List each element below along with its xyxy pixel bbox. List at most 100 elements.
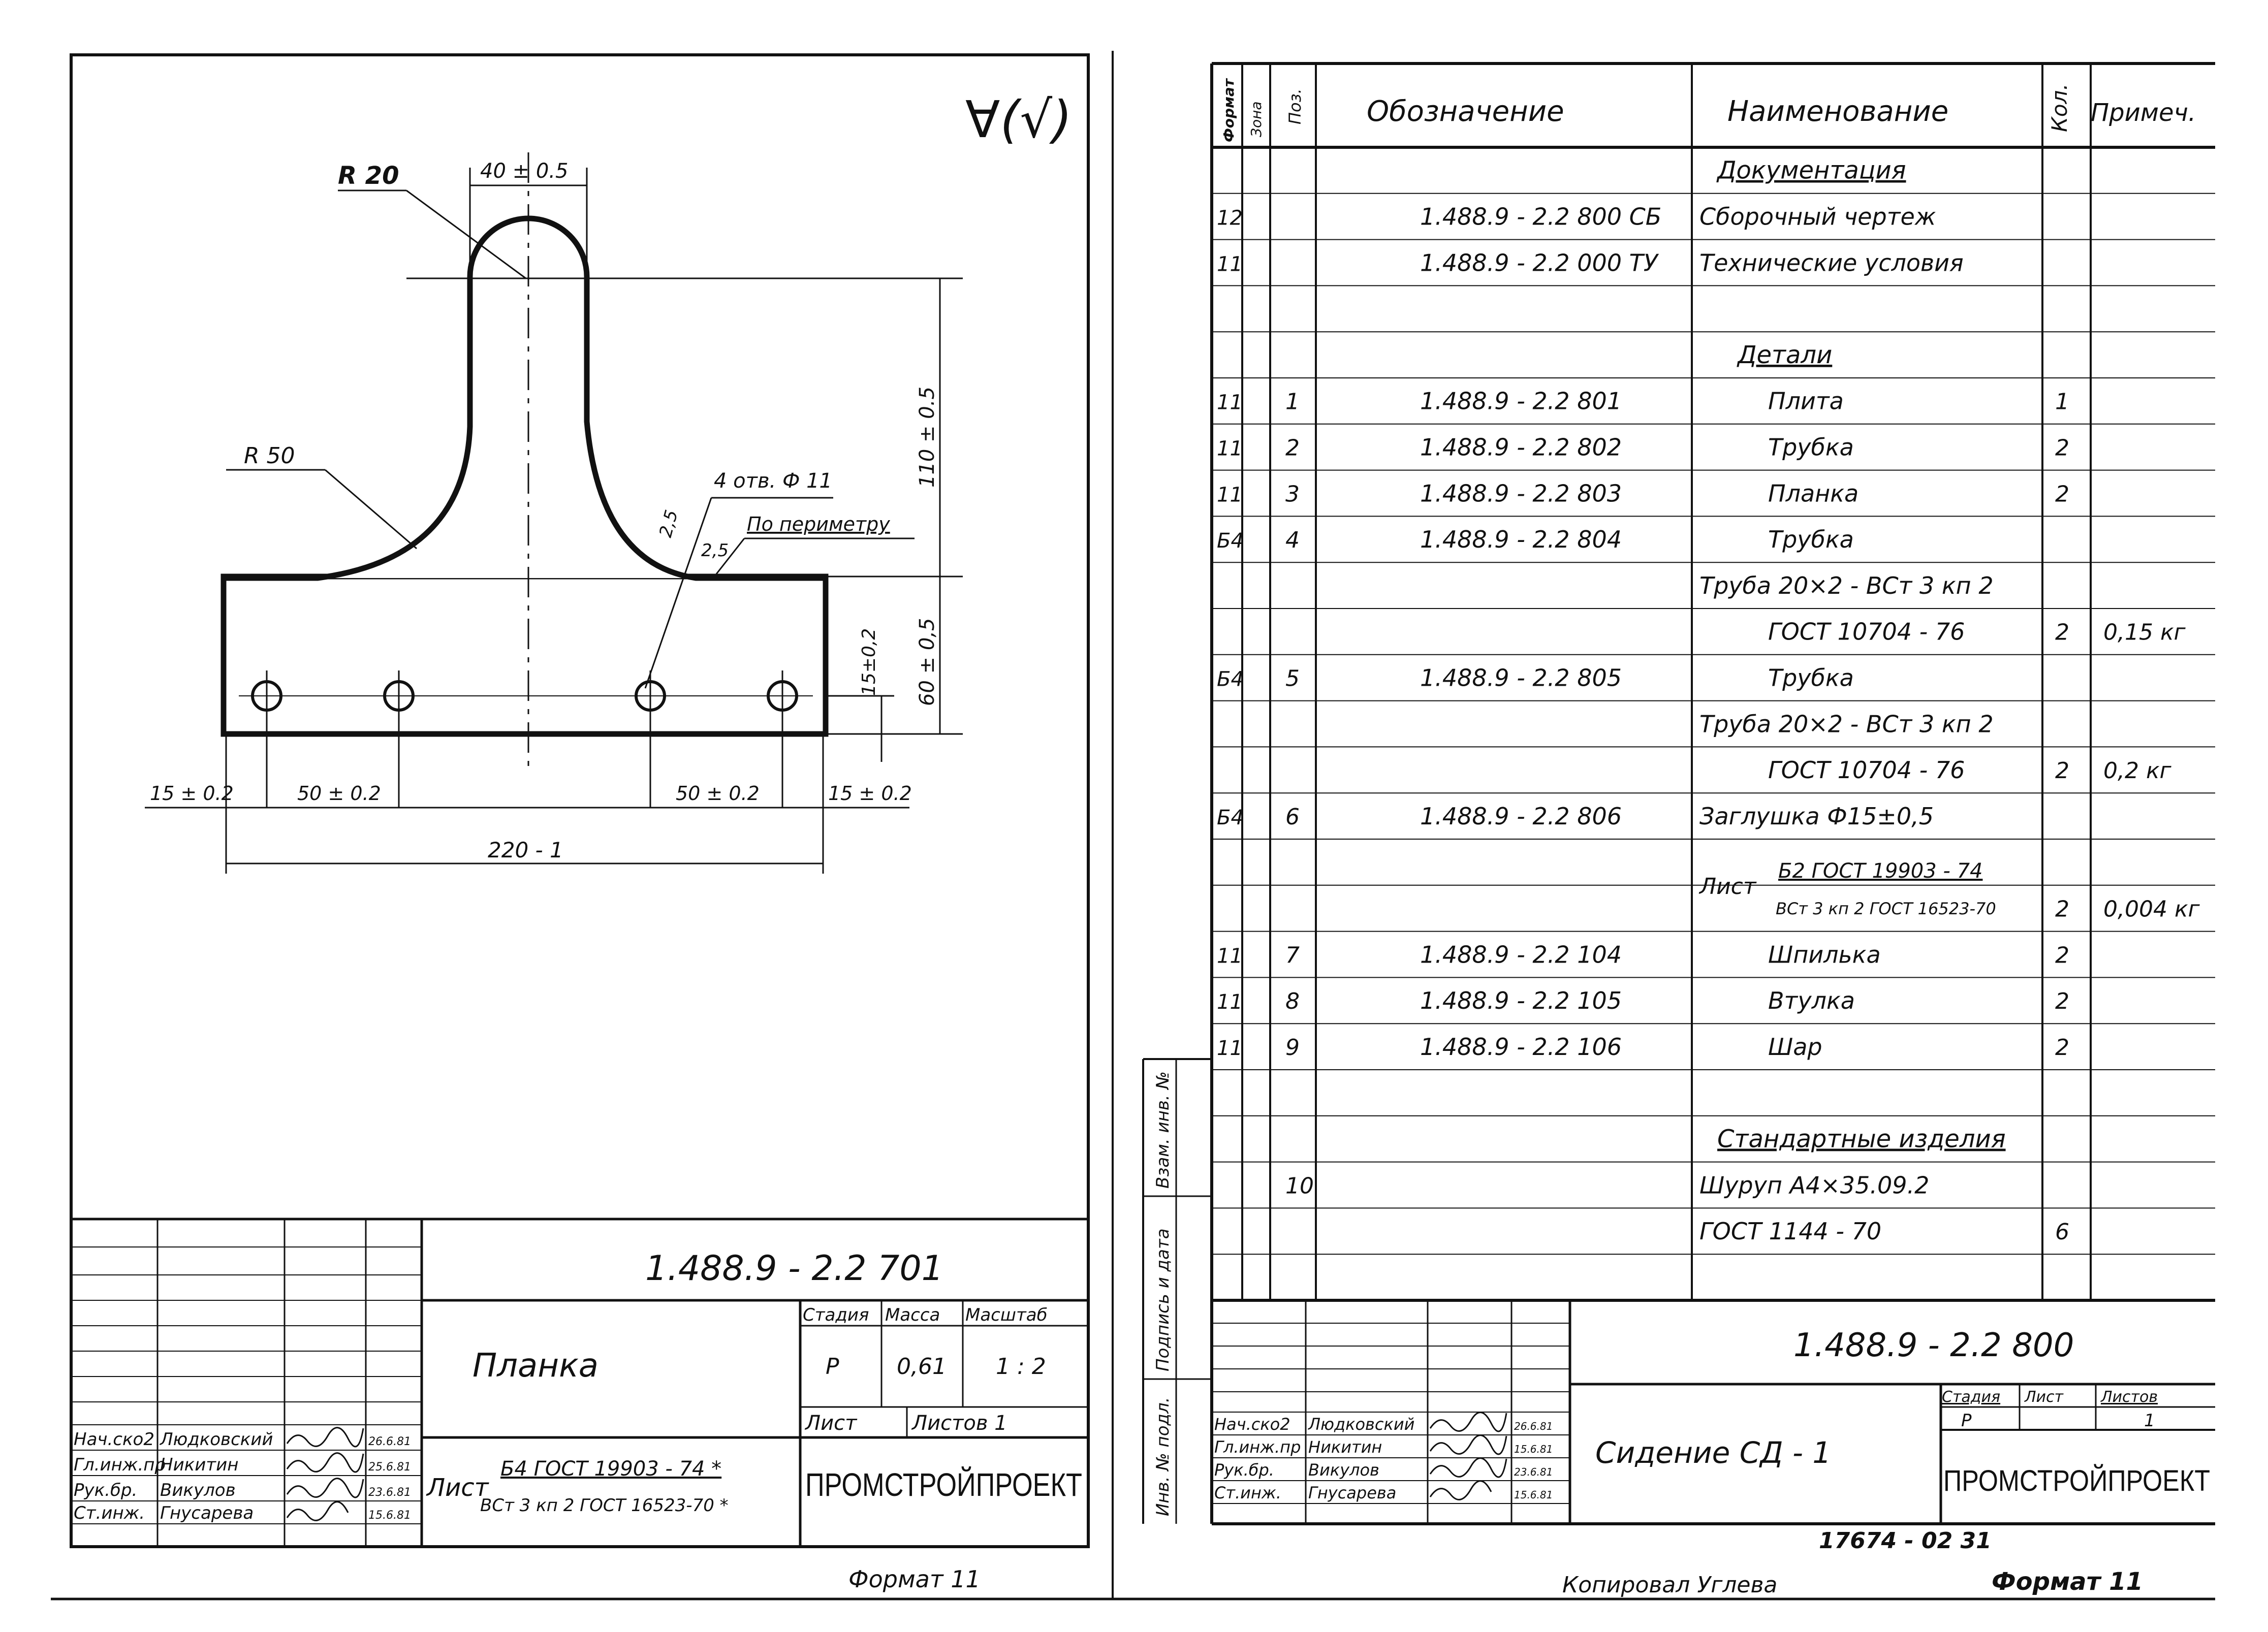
svg-text:23.6.81: 23.6.81 (368, 1486, 411, 1499)
table-row: 11 9 1.488.9 - 2.2 106 Шар 2 (1217, 1033, 2069, 1061)
row-pos: 2 (1285, 435, 1300, 461)
row-designation: 1.488.9 - 2.2 806 (1420, 803, 1622, 830)
row-name: Плита (1768, 388, 1844, 415)
row-designation: 1.488.9 - 2.2 802 (1420, 434, 1622, 461)
svg-text:110 ± 0.5: 110 ± 0.5 (916, 387, 939, 488)
table-row: ГОСТ 1144 - 70 6 (1699, 1218, 2069, 1245)
svg-text:Викулов: Викулов (160, 1480, 236, 1500)
row-qty: 2 (2055, 1035, 2069, 1061)
left-signatures: Нач.ско2 Людковский 26.6.81 Гл.инж.пр Ни… (74, 1427, 411, 1523)
right-sheet: Взам. инв. № Подпись и дата Инв. № подл.… (1142, 62, 2215, 1598)
row-qty: 2 (2055, 897, 2069, 922)
row-format: 11 (1217, 944, 1243, 968)
row-pos: 5 (1285, 666, 1300, 692)
row-name: Заглушка Ф15±0,5 (1699, 803, 1934, 830)
table-row: Б4 6 1.488.9 - 2.2 806 Заглушка Ф15±0,5 (1217, 803, 1934, 830)
svg-text:R 20: R 20 (338, 162, 399, 190)
row-pos: 7 (1285, 942, 1300, 968)
svg-text:Б2 ГОСТ 19903 - 74: Б2 ГОСТ 19903 - 74 (1778, 859, 1982, 883)
svg-text:Стадия: Стадия (803, 1305, 869, 1325)
svg-text:Людковский: Людковский (1308, 1415, 1414, 1434)
svg-text:0,61: 0,61 (897, 1354, 947, 1380)
svg-text:Примеч.: Примеч. (2091, 99, 2196, 127)
right-organization: ПРОМСТРОЙПРОЕКТ (1943, 1464, 2210, 1497)
left-format: Формат 11 (848, 1565, 981, 1593)
svg-text:Викулов: Викулов (1308, 1460, 1379, 1480)
table-row: ГОСТ 10704 - 76 2 0,15 кг (1768, 618, 2186, 646)
row-name: ГОСТ 10704 - 76 (1768, 618, 1965, 646)
right-signatures: Нач.ско2 Людковский 26.6.81 Гл.инж.пр Ни… (1214, 1412, 1553, 1502)
row-designation: 1.488.9 - 2.2 105 (1420, 987, 1622, 1014)
row-name: Документация (1716, 156, 1906, 185)
row-name: Стандартные изделия (1717, 1125, 2006, 1154)
row-format: Б4 (1217, 529, 1244, 553)
svg-text:ВСт 3 кп 2 ГОСТ 16523-70: ВСт 3 кп 2 ГОСТ 16523-70 (1776, 899, 1996, 918)
right-title-block: 1.488.9 - 2.2 800 Сидение СД - 1 Стадия … (1212, 1299, 2215, 1524)
roughness-mark: ∀(√) (965, 90, 1072, 149)
svg-text:Лист: Лист (804, 1412, 858, 1435)
row-format: 12 (1217, 207, 1243, 230)
row-designation: 1.488.9 - 2.2 000 ТУ (1420, 249, 1659, 276)
row-name: ГОСТ 10704 - 76 (1768, 756, 1965, 784)
dim-bottom-chain: 15 ± 0.2 50 ± 0.2 50 ± 0.2 15 ± 0.2 220 … (145, 782, 912, 865)
row-name: Трубка (1768, 434, 1854, 461)
svg-text:Листов 1: Листов 1 (911, 1412, 1007, 1435)
row-name: ГОСТ 1144 - 70 (1699, 1218, 1881, 1245)
svg-text:2,5: 2,5 (701, 540, 729, 561)
row-pos: 1 (1285, 389, 1300, 415)
row-name: Детали (1737, 341, 1832, 369)
svg-text:40 ± 0.5: 40 ± 0.5 (480, 159, 568, 183)
svg-text:15±0,2: 15±0,2 (859, 628, 879, 696)
row-name: Планка (1768, 479, 1858, 507)
holes (239, 670, 813, 808)
table-row: 11 1.488.9 - 2.2 000 ТУ Технические услови… (1217, 249, 1964, 276)
dim-height-110: 110 ± 0.5 (916, 278, 941, 577)
left-part-name: Планка (472, 1347, 598, 1385)
svg-text:Нач.ско2: Нач.ско2 (74, 1429, 154, 1450)
svg-text:15 ± 0.2: 15 ± 0.2 (150, 782, 234, 805)
row-note: 0,15 кг (2103, 620, 2186, 646)
svg-text:Лист: Лист (2024, 1388, 2064, 1406)
row-format: Б4 (1217, 668, 1244, 691)
svg-text:Масса: Масса (885, 1305, 940, 1325)
table-row: 2 0,004 кг (2055, 897, 2200, 922)
table-row: 10 Шуруп А4×35.09.2 (1285, 1171, 1929, 1199)
row-qty: 2 (2055, 435, 2069, 461)
row-pos: 6 (1285, 804, 1300, 830)
svg-text:Обозначение: Обозначение (1367, 95, 1564, 128)
svg-text:Рук.бр.: Рук.бр. (74, 1480, 137, 1500)
row-name: Втулка (1768, 987, 1855, 1014)
left-frame (70, 53, 1090, 1548)
svg-text:50 ± 0.2: 50 ± 0.2 (297, 782, 381, 805)
svg-text:По периметру: По периметру (747, 513, 890, 535)
row-pos: 3 (1285, 481, 1300, 507)
table-row: 11 2 1.488.9 - 2.2 802 Трубка 2 (1217, 434, 2069, 461)
row-note: 0,2 кг (2103, 758, 2172, 784)
row-name: Трубка (1768, 526, 1854, 553)
row-designation: 1.488.9 - 2.2 801 (1420, 388, 1622, 415)
dim-r50: R 50 (226, 443, 417, 550)
row-name: Технические условия (1699, 249, 1964, 276)
part-stem (224, 215, 826, 581)
svg-text:50 ± 0.2: 50 ± 0.2 (676, 782, 760, 805)
svg-text:15.6.81: 15.6.81 (1514, 1443, 1553, 1455)
row-name: Шар (1768, 1033, 1822, 1061)
row-designation: 1.488.9 - 2.2 104 (1420, 941, 1622, 968)
right-format: Формат 11 (1992, 1567, 2143, 1596)
row-designation: 1.488.9 - 2.2 805 (1420, 664, 1622, 692)
svg-text:Стадия: Стадия (1942, 1388, 2000, 1406)
row-designation: 1.488.9 - 2.2 804 (1420, 526, 1622, 553)
svg-text:Листов: Листов (2100, 1388, 2158, 1406)
svg-text:60 ± 0,5: 60 ± 0,5 (916, 618, 939, 706)
svg-text:15.6.81: 15.6.81 (368, 1509, 411, 1522)
svg-text:26.6.81: 26.6.81 (1514, 1420, 1553, 1432)
right-designation: 1.488.9 - 2.2 800 (1793, 1327, 2074, 1364)
row-name: Трубка (1768, 664, 1854, 692)
row-name: Труба 20×2 - ВСт 3 кп 2 (1699, 572, 1994, 599)
row-qty: 6 (2055, 1219, 2069, 1245)
row-format: 11 (1217, 483, 1243, 506)
row-name: Шпилька (1768, 941, 1881, 968)
row-name: Шуруп А4×35.09.2 (1699, 1171, 1929, 1199)
row-format: 11 (1217, 252, 1243, 276)
